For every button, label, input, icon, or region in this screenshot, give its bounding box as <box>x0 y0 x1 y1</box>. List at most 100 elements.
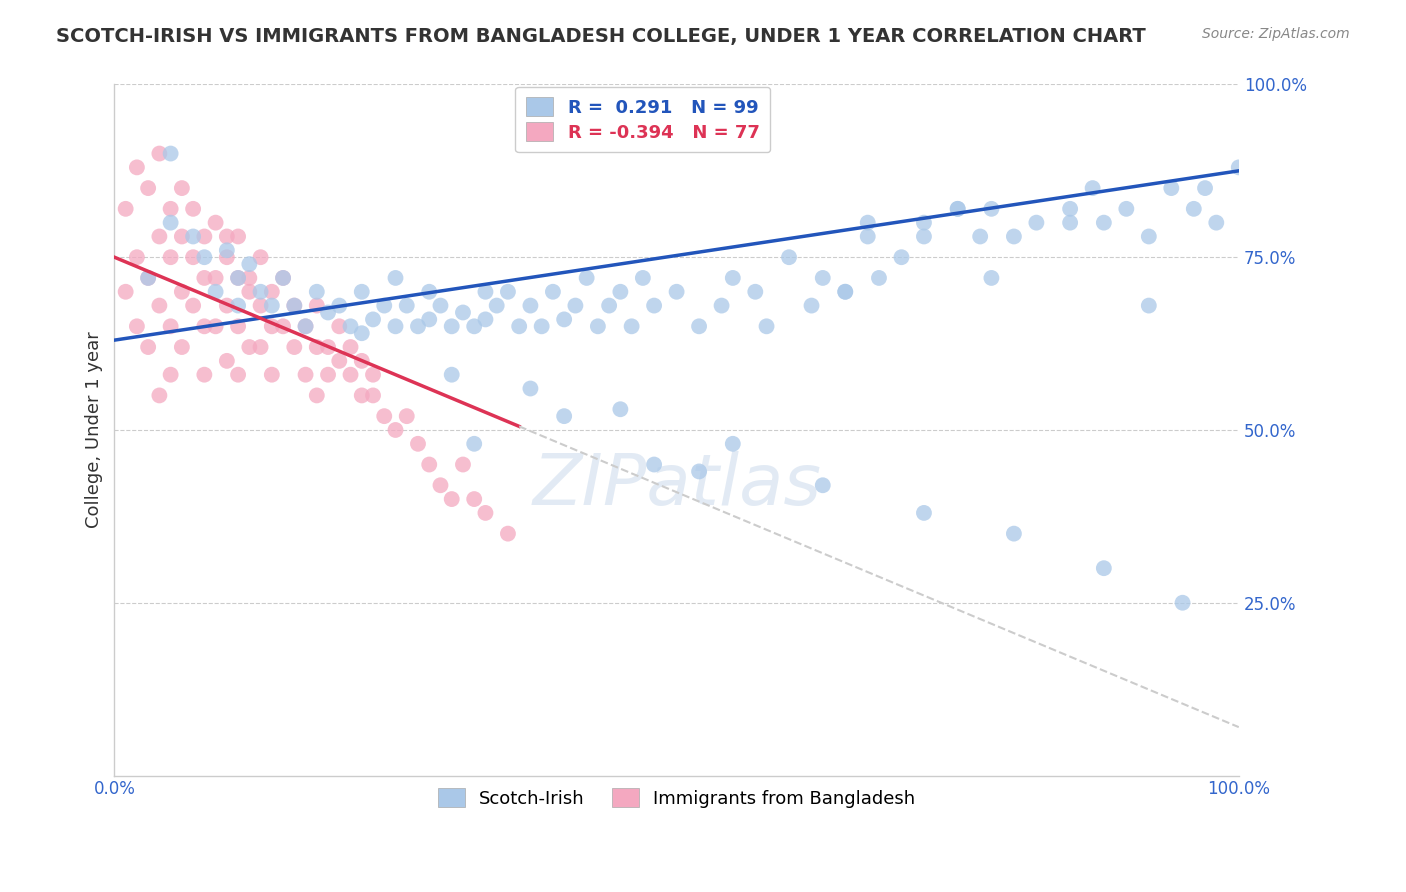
Point <box>688 465 710 479</box>
Point <box>1059 202 1081 216</box>
Point <box>609 285 631 299</box>
Point <box>193 229 215 244</box>
Point <box>463 437 485 451</box>
Point <box>159 146 181 161</box>
Point <box>553 409 575 424</box>
Point <box>834 285 856 299</box>
Point <box>271 271 294 285</box>
Point <box>283 299 305 313</box>
Point <box>710 299 733 313</box>
Point <box>553 312 575 326</box>
Point <box>721 437 744 451</box>
Point <box>193 271 215 285</box>
Point <box>440 492 463 507</box>
Point <box>721 271 744 285</box>
Point <box>181 202 204 216</box>
Point <box>688 319 710 334</box>
Point <box>350 354 373 368</box>
Point <box>283 299 305 313</box>
Point <box>463 492 485 507</box>
Point <box>204 285 226 299</box>
Point <box>305 299 328 313</box>
Point <box>474 312 496 326</box>
Point <box>834 285 856 299</box>
Point <box>643 299 665 313</box>
Point <box>744 285 766 299</box>
Point <box>980 271 1002 285</box>
Point <box>1059 216 1081 230</box>
Point <box>1137 299 1160 313</box>
Text: Source: ZipAtlas.com: Source: ZipAtlas.com <box>1202 27 1350 41</box>
Point <box>1002 229 1025 244</box>
Point <box>1205 216 1227 230</box>
Point <box>181 250 204 264</box>
Point <box>226 229 249 244</box>
Point <box>328 299 350 313</box>
Point <box>519 382 541 396</box>
Point <box>305 388 328 402</box>
Point <box>181 229 204 244</box>
Point <box>856 229 879 244</box>
Point <box>395 299 418 313</box>
Point <box>384 423 406 437</box>
Point <box>418 312 440 326</box>
Point <box>193 319 215 334</box>
Point <box>148 299 170 313</box>
Point <box>170 229 193 244</box>
Point <box>238 285 260 299</box>
Point <box>474 285 496 299</box>
Point <box>1081 181 1104 195</box>
Point <box>440 368 463 382</box>
Point <box>406 437 429 451</box>
Point <box>294 368 316 382</box>
Point <box>451 305 474 319</box>
Point <box>170 285 193 299</box>
Point <box>496 285 519 299</box>
Point <box>361 388 384 402</box>
Point <box>136 271 159 285</box>
Point <box>215 250 238 264</box>
Point <box>193 368 215 382</box>
Point <box>384 319 406 334</box>
Point <box>1092 216 1115 230</box>
Point <box>868 271 890 285</box>
Point <box>125 161 148 175</box>
Point <box>114 202 136 216</box>
Point <box>159 368 181 382</box>
Point <box>361 312 384 326</box>
Point <box>564 299 586 313</box>
Point <box>339 319 361 334</box>
Point <box>249 285 271 299</box>
Point <box>170 340 193 354</box>
Point <box>384 271 406 285</box>
Point <box>283 340 305 354</box>
Point <box>226 319 249 334</box>
Point <box>260 285 283 299</box>
Point <box>328 354 350 368</box>
Point <box>226 368 249 382</box>
Point <box>418 285 440 299</box>
Point <box>586 319 609 334</box>
Point <box>429 478 451 492</box>
Point <box>1025 216 1047 230</box>
Point <box>170 181 193 195</box>
Point <box>1092 561 1115 575</box>
Point <box>598 299 620 313</box>
Point <box>316 340 339 354</box>
Point <box>609 402 631 417</box>
Point <box>1227 161 1250 175</box>
Point <box>373 409 395 424</box>
Point <box>980 202 1002 216</box>
Point <box>159 216 181 230</box>
Point <box>148 388 170 402</box>
Point <box>181 299 204 313</box>
Point <box>350 285 373 299</box>
Point <box>429 299 451 313</box>
Point <box>373 299 395 313</box>
Point <box>620 319 643 334</box>
Point <box>643 458 665 472</box>
Point <box>811 271 834 285</box>
Point <box>496 526 519 541</box>
Point <box>350 388 373 402</box>
Point <box>204 319 226 334</box>
